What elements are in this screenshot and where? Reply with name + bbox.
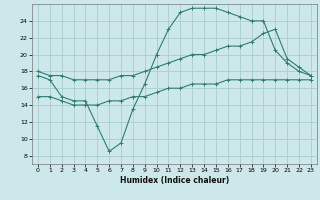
X-axis label: Humidex (Indice chaleur): Humidex (Indice chaleur): [120, 176, 229, 185]
